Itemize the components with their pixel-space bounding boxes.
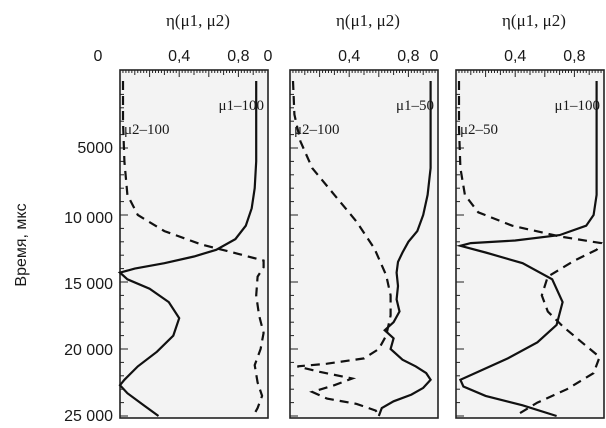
series-line-solid	[377, 81, 432, 417]
series-line-dashed	[121, 81, 265, 417]
series-line-solid	[117, 81, 258, 417]
y-tick-label: 5000	[77, 140, 113, 157]
x-tick-label: 0	[94, 48, 103, 65]
series-label-mu2: μ2–100	[124, 122, 170, 138]
x-tick-label: 0,8	[397, 48, 419, 65]
y-tick-label: 15 000	[64, 276, 113, 293]
y-tick-label: 20 000	[64, 342, 113, 359]
x-tick-label: 0,8	[227, 48, 249, 65]
x-tick-label: 0	[430, 48, 439, 65]
x-tick-label: 0	[264, 48, 273, 65]
series-label-mu2: μ2–100	[294, 122, 340, 138]
series-label-mu1: μ1–100	[554, 98, 600, 114]
y-tick-label: 10 000	[64, 210, 113, 227]
x-tick-label: 0,4	[168, 48, 190, 65]
panels: 5000 10 000 15 000 20 000 25 000 η(μ1, μ2) 0 0,…	[64, 11, 605, 425]
x-tick-label: 0,4	[338, 48, 360, 65]
panel-2: η(μ1, μ2) 0 0,4 0,8 μ1–50 μ2–100	[264, 11, 439, 419]
series-label-mu2: μ2–50	[460, 122, 498, 138]
plot-frame	[289, 69, 439, 419]
x-tick-label: 0,4	[504, 48, 526, 65]
x-axis-title: η(μ1, μ2)	[336, 11, 400, 30]
panel-3: η(μ1, μ2) 0 0,4 0,8 μ1–100 μ2–50	[430, 11, 605, 419]
panel-1: η(μ1, μ2) 0 0,4 0,8 μ1–100 μ2–100	[94, 11, 269, 419]
series-label-mu1: μ1–50	[396, 98, 434, 114]
y-axis-title: Время, мкс	[13, 203, 30, 286]
y-tick-labels: 5000 10 000 15 000 20 000 25 000	[64, 140, 113, 425]
x-tick-label: 0,8	[563, 48, 585, 65]
series-label-mu1: μ1–100	[218, 98, 264, 114]
series-line-dashed	[291, 80, 392, 417]
plot-frame	[455, 69, 605, 419]
x-axis-title: η(μ1, μ2)	[502, 11, 566, 30]
x-axis-title: η(μ1, μ2)	[166, 11, 230, 30]
series-line-solid	[456, 81, 598, 418]
y-tick-label: 25 000	[64, 408, 113, 425]
